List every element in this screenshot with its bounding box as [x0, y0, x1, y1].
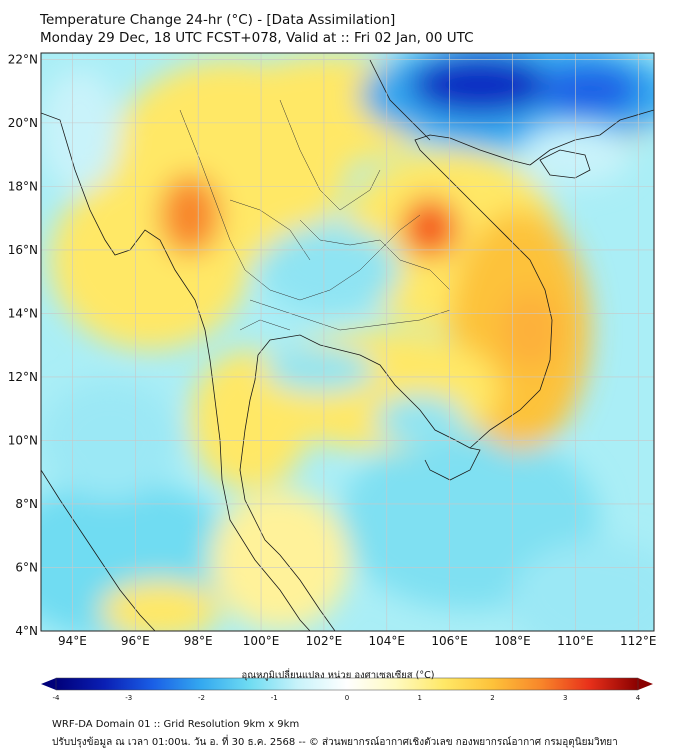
colorbar: -4 -3 -2 -1 0 1 2 3 4: [41, 677, 653, 702]
lon-label: 106°E: [431, 634, 468, 648]
lat-label: 12°N: [8, 370, 38, 384]
map-frame: [40, 52, 655, 632]
blob-myanmar-west: [50, 170, 250, 350]
lat-label: 20°N: [8, 116, 38, 130]
blob-peninsula: [210, 490, 350, 630]
coast-vietnam: [414, 134, 553, 449]
coastlines: [41, 59, 654, 631]
lon-label: 100°E: [243, 634, 280, 648]
lon-label: 96°E: [121, 634, 150, 648]
blob-cool-gulf-north: [265, 348, 375, 392]
coast-myanmar-peninsula-west: [41, 112, 311, 631]
colorbar-tick-label: 1: [418, 694, 422, 702]
colorbar-tick-label: 4: [636, 694, 641, 702]
coast-sumatra: [41, 469, 156, 631]
lon-label: 108°E: [494, 634, 531, 648]
lon-label: 112°E: [620, 634, 657, 648]
colorbar-tick-label: -1: [271, 694, 278, 702]
blob-hainan: [520, 125, 630, 185]
colorbar-arrow-left: [41, 678, 56, 690]
colorbar-tick-label: -2: [198, 694, 205, 702]
lat-label: 8°N: [15, 497, 38, 511]
coast-hainan: [539, 149, 591, 179]
border-5: [229, 199, 311, 261]
border-4: [299, 219, 451, 291]
colorbar-tick-label: 3: [563, 694, 567, 702]
lat-label: 22°N: [8, 52, 38, 66]
colorbar-tick-label: -4: [53, 694, 61, 702]
coast-peninsula-east: [239, 354, 336, 631]
blob-sumatra: [100, 580, 220, 631]
coast-gulf-thailand: [257, 334, 481, 481]
lon-label: 94°E: [58, 634, 87, 648]
blob-cold-2: [540, 65, 640, 115]
lat-axis: 22°N 20°N 18°N 16°N 14°N 12°N 10°N 8°N 6°N 4°N: [8, 52, 38, 638]
lat-label: 4°N: [15, 624, 38, 638]
colorbar-ticks: -4 -3 -2 -1 0 1 2 3 4: [53, 694, 641, 702]
blob-cool-thai-central: [260, 225, 400, 315]
field-blobs: [41, 53, 654, 631]
lon-label: 102°E: [306, 634, 343, 648]
colorbar-fill: [56, 678, 638, 690]
temperature-field: [41, 53, 654, 631]
blob-hot-west: [160, 175, 220, 255]
colorbar-tick-label: -3: [125, 694, 132, 702]
border-3: [249, 299, 451, 331]
colorbar-tick-label: 2: [490, 694, 494, 702]
colorbar-arrow-right: [638, 678, 653, 690]
border-1: [179, 109, 421, 301]
admin-borders: [179, 99, 451, 331]
lon-axis: 94°E 96°E 98°E 100°E 102°E 104°E 106°E 108°E 110…: [58, 634, 657, 648]
blob-se: [510, 540, 654, 631]
blob-hot-east: [402, 198, 458, 258]
border-china-north: [369, 59, 431, 141]
border-6: [239, 319, 291, 331]
lat-label: 18°N: [8, 179, 38, 193]
colorbar-title: อุณหภูมิเปลี่ยนแปลง หน่วย องศาเซลเซียส (…: [241, 670, 435, 681]
blob-bay: [41, 70, 120, 190]
coast-china-south: [529, 109, 654, 166]
lon-label: 104°E: [369, 634, 406, 648]
footer-model: WRF-DA Domain 01 :: Grid Resolution 9km …: [52, 719, 300, 730]
chart-subtitle: Monday 29 Dec, 18 UTC FCST+078, Valid at…: [40, 30, 474, 46]
lon-label: 110°E: [557, 634, 594, 648]
blob-andaman-mid: [41, 380, 180, 500]
lat-label: 10°N: [8, 433, 38, 447]
chart-title: Temperature Change 24-hr (°C) - [Data As…: [40, 12, 396, 28]
blob-cool-cambodia: [375, 395, 465, 445]
colorbar-tick-label: 0: [345, 694, 349, 702]
gridlines: [41, 53, 654, 631]
colorbar-frame: [55, 677, 639, 691]
lat-label: 16°N: [8, 243, 38, 257]
blob-cold-1: [410, 55, 550, 115]
footer-credit: ปรับปรุงข้อมูล ณ เวลา 01:00น. วัน อ. ที่…: [52, 737, 618, 748]
lat-label: 6°N: [15, 560, 38, 574]
lat-label: 14°N: [8, 306, 38, 320]
lon-label: 98°E: [184, 634, 213, 648]
blob-warm-vietnam: [500, 290, 560, 370]
